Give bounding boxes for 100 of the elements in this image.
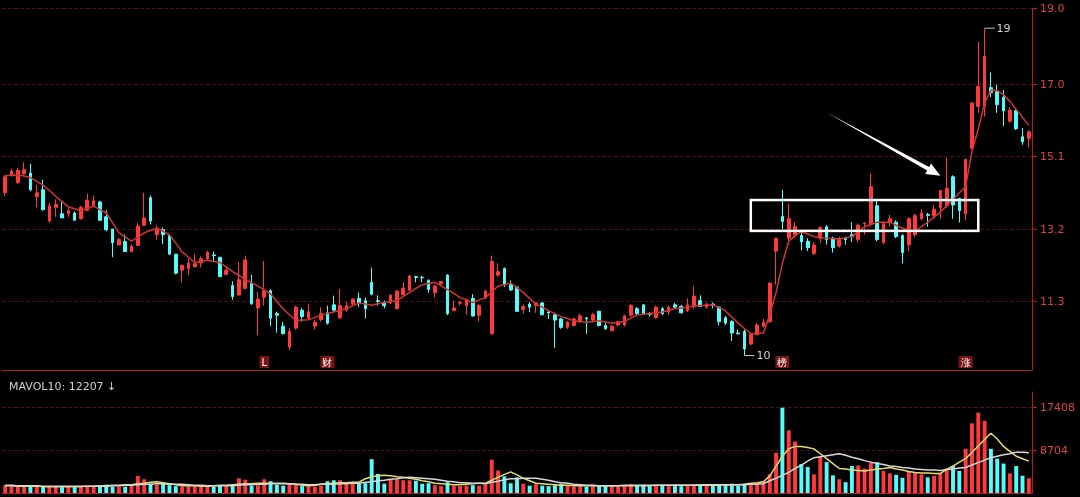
candlestick <box>281 321 285 335</box>
bar <box>186 486 191 493</box>
candlestick <box>395 289 399 310</box>
bar <box>369 459 374 493</box>
candlestick <box>781 189 784 230</box>
candlestick <box>724 315 727 326</box>
bar <box>363 483 368 493</box>
candlestick <box>692 285 696 310</box>
candlestick <box>970 102 974 150</box>
candlestick <box>863 221 866 236</box>
candlestick <box>730 319 734 342</box>
bar <box>843 482 848 493</box>
candlestick <box>1002 89 1005 127</box>
bar <box>919 474 924 493</box>
candlestick <box>275 311 279 334</box>
bar <box>79 486 83 493</box>
candlestick <box>414 275 418 283</box>
bar <box>489 459 494 493</box>
bar <box>647 486 652 493</box>
bar <box>932 475 937 493</box>
bar <box>116 486 121 493</box>
bar <box>704 485 709 493</box>
bar <box>837 479 842 493</box>
candlestick <box>926 212 930 228</box>
y-tick-label: 13.2 <box>1040 222 1065 236</box>
y-tick-label: 15.1 <box>1040 150 1065 164</box>
candlestick <box>452 300 456 312</box>
candlestick <box>332 295 336 313</box>
candlestick <box>743 329 746 357</box>
candlestick <box>98 200 102 222</box>
bar <box>224 486 229 493</box>
bar <box>736 485 741 493</box>
candlestick <box>995 84 999 114</box>
candlestick <box>307 303 310 321</box>
candlestick <box>180 264 184 283</box>
candlestick <box>604 322 607 331</box>
bar <box>72 487 77 493</box>
candlestick <box>313 319 317 331</box>
chart-title: MAVOL10: 12207 ↓ <box>9 380 117 393</box>
candlestick <box>3 174 7 197</box>
candlestick <box>875 198 879 242</box>
bar <box>66 486 71 493</box>
bar <box>970 423 974 493</box>
bar <box>862 468 867 493</box>
bar <box>382 483 387 493</box>
candlestick <box>1021 127 1024 146</box>
candlestick <box>206 250 209 261</box>
bar <box>319 485 324 493</box>
bar <box>388 479 393 493</box>
candlestick <box>149 194 152 225</box>
bar <box>508 483 513 493</box>
bar <box>357 483 361 493</box>
bar <box>274 484 279 493</box>
y-tick-label: 11.3 <box>1040 294 1065 308</box>
candlestick <box>528 301 531 313</box>
candlestick <box>338 288 342 320</box>
bar <box>622 486 627 493</box>
candlestick <box>168 234 171 256</box>
bar <box>154 484 159 493</box>
bar <box>666 485 671 493</box>
candlestick <box>673 302 677 310</box>
bar <box>685 485 690 493</box>
bar <box>255 485 260 493</box>
candlestick <box>111 228 114 258</box>
bar <box>15 486 20 493</box>
bar <box>578 486 583 493</box>
candlestick <box>370 267 373 296</box>
candlestick <box>294 305 298 331</box>
annotation: 涨 <box>960 356 971 368</box>
bar <box>192 486 197 493</box>
bar <box>635 485 640 493</box>
candlestick <box>812 241 816 256</box>
bar <box>3 485 8 493</box>
candlestick <box>446 273 449 316</box>
bar <box>312 486 317 493</box>
bar <box>957 470 962 493</box>
bar <box>925 477 930 493</box>
candlestick <box>174 253 178 275</box>
bar <box>249 485 254 493</box>
candlestick <box>642 303 645 316</box>
bar <box>1026 478 1031 493</box>
candlestick <box>901 233 904 264</box>
candlestick <box>1014 108 1018 131</box>
bar <box>293 484 298 493</box>
candlestick <box>490 255 494 336</box>
bar <box>540 485 545 493</box>
bar <box>805 467 810 493</box>
bar <box>913 471 918 493</box>
candlestick <box>35 184 39 208</box>
candlestick <box>130 243 133 253</box>
candlestick <box>553 312 557 349</box>
bar <box>976 412 981 493</box>
candlestick <box>635 306 639 316</box>
candlestick <box>427 278 430 294</box>
bar <box>1007 473 1012 493</box>
bar <box>824 462 829 493</box>
candlestick <box>888 214 892 228</box>
candlestick <box>477 303 481 323</box>
bar <box>300 486 305 493</box>
candlestick <box>60 201 64 219</box>
